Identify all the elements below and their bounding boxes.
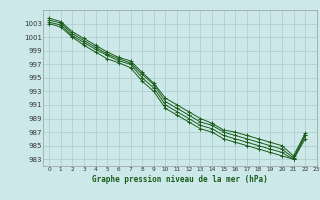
X-axis label: Graphe pression niveau de la mer (hPa): Graphe pression niveau de la mer (hPa) bbox=[92, 175, 268, 184]
